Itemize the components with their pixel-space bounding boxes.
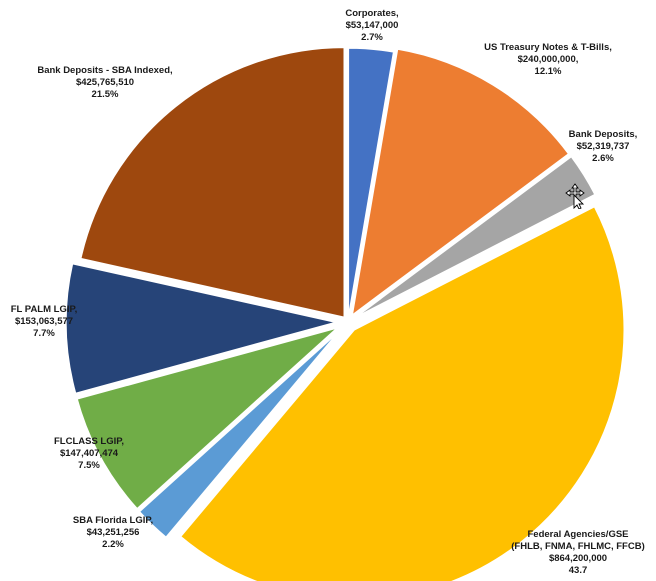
slice-label-line: FL PALM LGIP,: [11, 304, 78, 315]
slice-label-line: $240,000,000,: [518, 54, 579, 65]
slice-label: Bank Deposits, $52,319,737 2.6%: [569, 129, 638, 164]
slice-label-line: 43.7: [569, 565, 588, 576]
slice-label-line: (FHLB, FNMA, FHLMC, FFCB): [511, 541, 645, 552]
slice-label-line: US Treasury Notes & T-Bills,: [484, 42, 612, 53]
slice-label-line: 12.1%: [535, 66, 562, 77]
pie-slice: [138, 330, 341, 539]
slice-label-line: Corporates,: [345, 8, 398, 19]
slice-label-line: 2.6%: [592, 153, 614, 164]
pie-slice: [354, 155, 597, 319]
slice-label-line: $53,147,000: [346, 20, 399, 31]
slice-label-line: 7.5%: [78, 460, 100, 471]
slice-label: FL PALM LGIP, $153,063,577 7.7%: [11, 304, 78, 339]
pie-slice: [351, 48, 570, 317]
slice-label-line: $153,063,577: [15, 316, 73, 327]
slice-label: FLCLASS LGIP, $147,407,474 7.5%: [54, 436, 124, 471]
slice-label: Federal Agencies/GSE (FHLB, FNMA, FHLMC, …: [511, 529, 645, 576]
pie-slice: [65, 262, 337, 395]
slice-label-line: $147,407,474: [60, 448, 119, 459]
slice-label: SBA Florida LGIP, $43,251,256 2.2%: [73, 515, 153, 550]
slice-label: US Treasury Notes & T-Bills, $240,000,000…: [484, 42, 612, 77]
slice-label-line: FLCLASS LGIP,: [54, 436, 124, 447]
pie-slice: [347, 47, 395, 319]
slice-label-line: Federal Agencies/GSE: [527, 529, 628, 540]
pie-slice: [76, 327, 338, 510]
slice-label-line: Bank Deposits - SBA Indexed,: [37, 65, 172, 76]
slice-label: Bank Deposits - SBA Indexed, $425,765,510…: [37, 65, 172, 100]
slice-label-line: SBA Florida LGIP,: [73, 515, 153, 526]
pie-slice: [179, 205, 625, 581]
move-cursor-icon: [565, 183, 585, 209]
slice-label: Corporates, $53,147,000 2.7%: [345, 8, 398, 43]
slice-label-line: $52,319,737: [577, 141, 630, 152]
slice-label-line: Bank Deposits,: [569, 129, 638, 140]
slice-label-line: $864,200,000: [549, 553, 607, 564]
slice-label-line: 2.2%: [102, 539, 124, 550]
slice-label-line: 21.5%: [92, 89, 119, 100]
slice-label-line: $425,765,510: [76, 77, 134, 88]
slice-label-line: $43,251,256: [87, 527, 140, 538]
pie-slice: [79, 46, 345, 319]
slice-label-line: 7.7%: [33, 328, 55, 339]
slice-label-line: 2.7%: [361, 32, 383, 43]
